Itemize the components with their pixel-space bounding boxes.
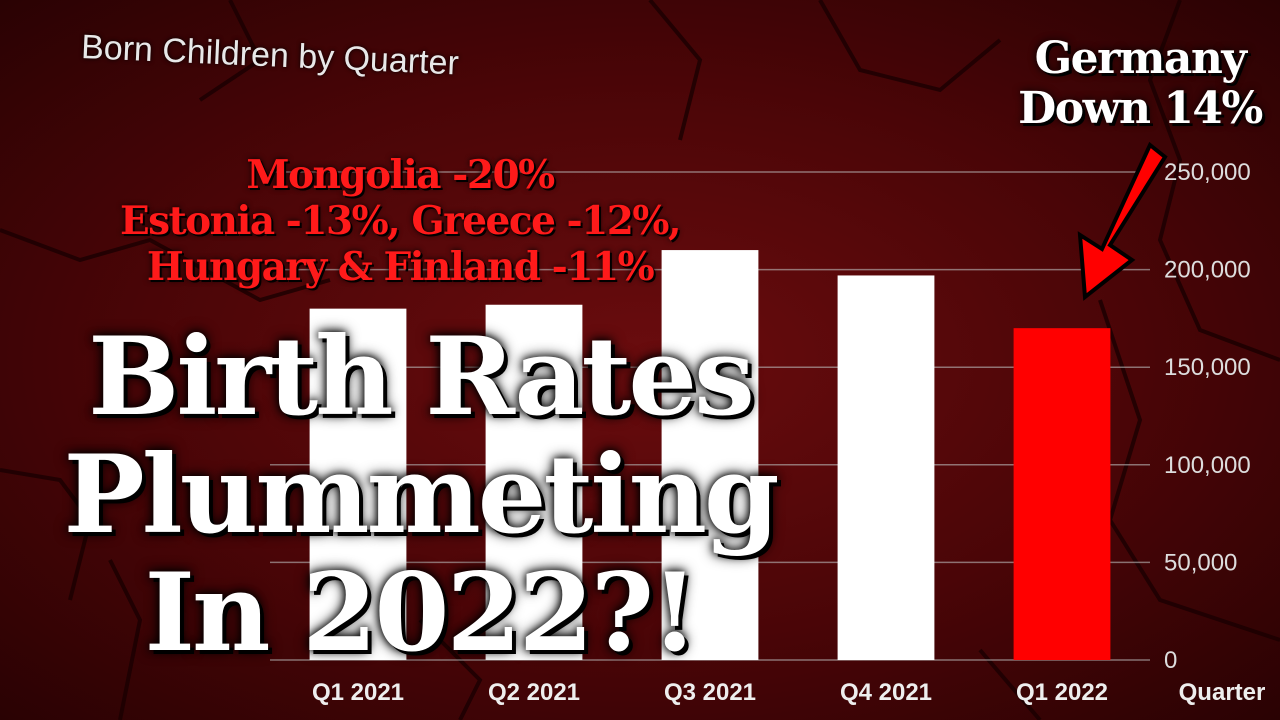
germany-callout: Germany Down 14% <box>1005 34 1275 134</box>
y-tick-label: 250,000 <box>1164 159 1251 186</box>
country-stats: Mongolia -20% Estonia -13%, Greece -12%,… <box>30 152 770 290</box>
country-stat-hungary-finland: Hungary & Finland -11% <box>146 244 655 290</box>
x-axis-label: Quarter <box>1179 679 1266 706</box>
callout-line-1: Germany <box>1034 33 1247 84</box>
y-tick-label: 150,000 <box>1164 354 1251 381</box>
x-tick-label: Q1 2021 <box>312 679 404 706</box>
x-tick-label: Q4 2021 <box>840 679 932 706</box>
y-tick-label: 200,000 <box>1164 257 1251 284</box>
x-tick-label: Q3 2021 <box>664 679 756 706</box>
bar-q3-2021 <box>661 250 759 660</box>
y-tick-label: 100,000 <box>1164 452 1251 479</box>
headline-line-3: In 2022?! <box>144 550 699 676</box>
country-stat-mongolia: Mongolia -20% <box>246 152 555 198</box>
headline-line-1: Birth Rates <box>88 314 755 440</box>
bar-q4-2021 <box>837 275 935 660</box>
x-tick-label: Q1 2022 <box>1016 679 1108 706</box>
bar-q1-2022 <box>1013 328 1111 660</box>
x-tick-label: Q2 2021 <box>488 679 580 706</box>
y-tick-label: 0 <box>1164 647 1177 674</box>
bar-q1-2021 <box>309 308 407 660</box>
headline-line-2: Plummeting <box>63 432 780 558</box>
bar-q2-2021 <box>485 304 583 660</box>
callout-line-2: Down 14% <box>1018 83 1263 134</box>
country-stat-estonia-greece: Estonia -13%, Greece -12%, <box>119 198 682 244</box>
headline: Birth Rates Plummeting In 2022?! <box>10 318 830 672</box>
y-tick-label: 50,000 <box>1164 549 1237 576</box>
